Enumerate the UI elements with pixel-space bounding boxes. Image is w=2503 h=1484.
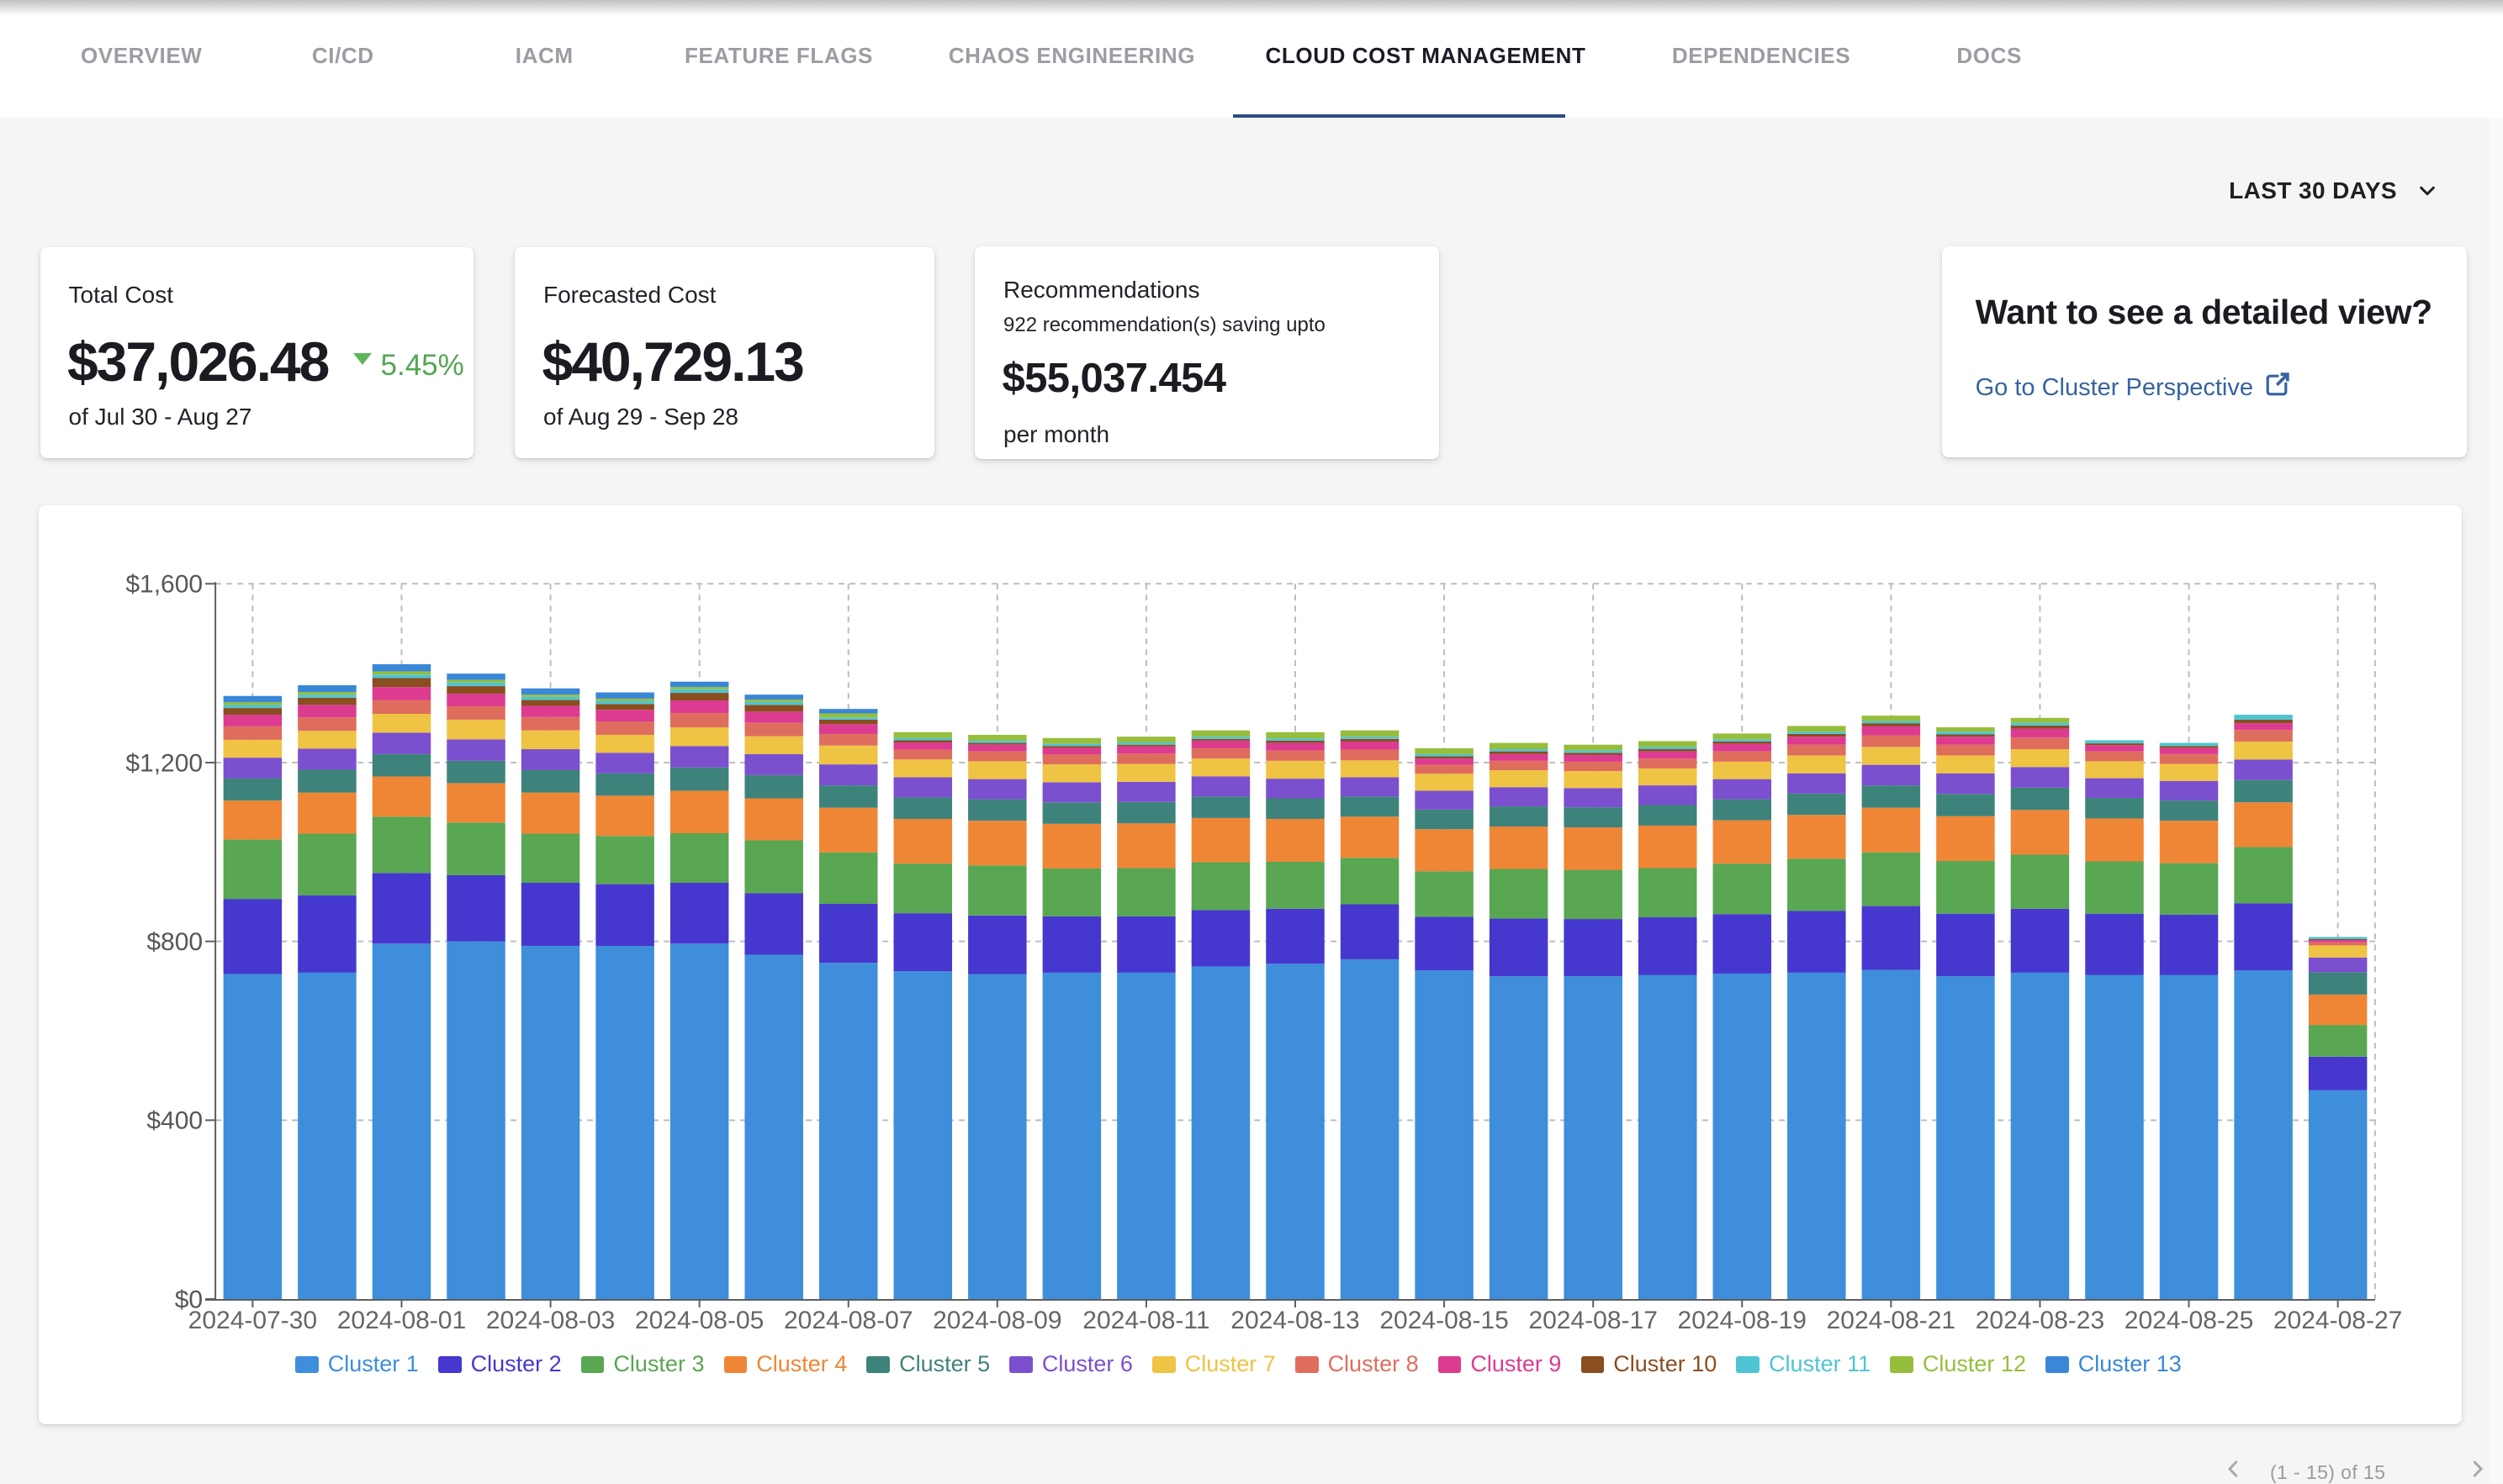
svg-text:2024-08-19: 2024-08-19: [1677, 1307, 1806, 1334]
svg-text:2024-08-23: 2024-08-23: [1975, 1307, 2103, 1334]
svg-text:2024-08-27: 2024-08-27: [2273, 1307, 2401, 1334]
svg-text:2024-08-25: 2024-08-25: [2124, 1307, 2252, 1334]
svg-text:2024-08-21: 2024-08-21: [1826, 1307, 1955, 1334]
svg-text:$800: $800: [146, 928, 203, 956]
svg-text:2024-08-17: 2024-08-17: [1528, 1307, 1657, 1334]
svg-text:2024-08-11: 2024-08-11: [1082, 1307, 1209, 1334]
svg-text:$400: $400: [146, 1107, 203, 1135]
svg-text:2024-08-13: 2024-08-13: [1230, 1307, 1359, 1334]
svg-text:2024-08-07: 2024-08-07: [784, 1307, 913, 1334]
svg-text:2024-08-05: 2024-08-05: [634, 1307, 763, 1334]
svg-text:2024-08-03: 2024-08-03: [485, 1307, 614, 1334]
svg-text:$0: $0: [174, 1286, 202, 1313]
svg-text:2024-08-09: 2024-08-09: [933, 1307, 1061, 1334]
svg-text:$1,600: $1,600: [125, 571, 203, 599]
svg-text:2024-08-15: 2024-08-15: [1379, 1307, 1508, 1334]
svg-text:2024-07-30: 2024-07-30: [188, 1307, 316, 1334]
svg-text:2024-08-01: 2024-08-01: [336, 1307, 465, 1334]
svg-text:$1,200: $1,200: [125, 749, 203, 777]
